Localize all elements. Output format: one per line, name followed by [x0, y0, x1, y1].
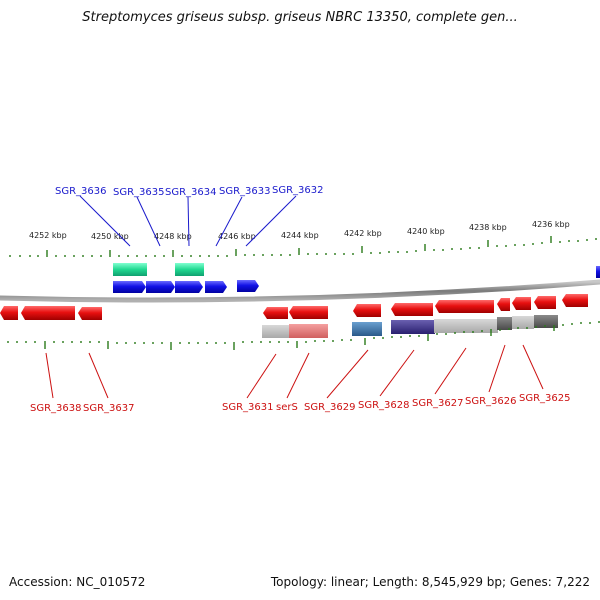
gene-label-bottom[interactable]: SGR_3628: [358, 400, 410, 411]
scale-label: 4240 kbp: [407, 227, 445, 236]
scale-label: 4250 kbp: [91, 232, 129, 241]
feature-bars: [262, 315, 558, 338]
scale-label: 4248 kbp: [154, 232, 192, 241]
lower-tick-track: [7, 321, 600, 350]
forward-genes[interactable]: [113, 266, 600, 293]
map-title: Streptomyces griseus subsp. griseus NBRC…: [82, 10, 518, 25]
gene-label-top[interactable]: SGR_3634: [165, 187, 217, 198]
scale-label: 4236 kbp: [532, 220, 570, 229]
reverse-genes[interactable]: [0, 294, 588, 320]
scale-label: 4246 kbp: [218, 232, 256, 241]
gene-label-bottom[interactable]: SGR_3638: [30, 403, 82, 414]
gene-label-top[interactable]: SGR_3636: [55, 186, 107, 197]
gene-label-bottom[interactable]: serS: [276, 402, 298, 413]
gene-label-top[interactable]: SGR_3632: [272, 185, 324, 196]
green-features: [113, 263, 204, 276]
top-leader-lines: [79, 195, 297, 247]
accession-text: Accession: NC_010572: [9, 575, 146, 589]
scale-label: 4238 kbp: [469, 223, 507, 232]
scale-label: 4242 kbp: [344, 229, 382, 238]
gene-label-top[interactable]: SGR_3633: [219, 186, 271, 197]
gene-label-bottom[interactable]: SGR_3625: [519, 393, 571, 404]
gene-label-bottom[interactable]: SGR_3626: [465, 396, 517, 407]
bottom-leader-lines: [45, 344, 544, 399]
scale-label: 4252 kbp: [29, 231, 67, 240]
gene-label-bottom[interactable]: SGR_3629: [304, 402, 356, 413]
gene-label-bottom[interactable]: SGR_3627: [412, 398, 464, 409]
upper-tick-track: [9, 236, 597, 257]
scale-label: 4244 kbp: [281, 231, 319, 240]
gene-label-bottom[interactable]: SGR_3637: [83, 403, 135, 414]
genome-backbone: [0, 279, 600, 303]
genome-summary-text: Topology: linear; Length: 8,545,929 bp; …: [270, 575, 590, 589]
gene-label-bottom[interactable]: SGR_3631: [222, 402, 274, 413]
gene-label-top[interactable]: SGR_3635: [113, 187, 165, 198]
